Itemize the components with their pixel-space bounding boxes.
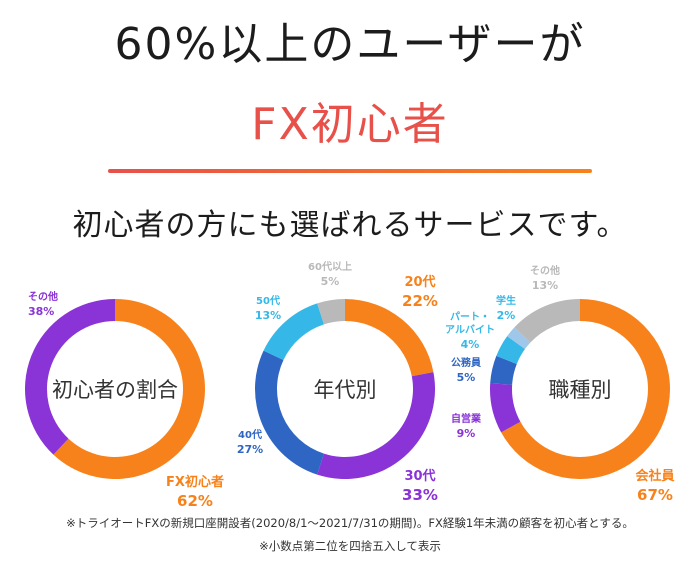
slice-value-label: 27% [237,443,263,456]
donut-slice [514,299,580,343]
donut-slice [317,299,345,325]
slice-value-label: 67% [637,486,673,504]
slice-label: 会社員 [635,468,674,484]
slice-value-label: 5% [457,371,476,384]
donut-slice [317,372,435,479]
slice-value-label: 5% [321,275,340,288]
donut-slice [490,355,517,385]
slice-value-label: 22% [402,292,438,310]
slice-value-label: 4% [461,338,480,351]
divider [108,169,592,173]
donut-slice [24,299,115,455]
slice-label: 40代 [238,428,262,441]
slice-value-label: 33% [402,486,438,504]
slice-value-label: 62% [177,492,213,510]
slice-label: 自営業 [451,412,482,425]
chart-title: 年代別 [314,378,377,402]
slice-label: 公務員 [451,356,481,369]
donut-slice [345,299,434,377]
footnote-1: ※トライオートFXの新規口座開設者(2020/8/1〜2021/7/31の期間)… [66,516,634,530]
donut-slice [496,336,525,364]
slice-value-label: 9% [457,427,476,440]
slice-label: 50代 [256,294,280,307]
donut-slice [254,350,324,475]
slice-value-label: 13% [255,309,281,322]
slice-value-label: 38% [28,305,54,318]
slice-label: 30代 [404,468,435,484]
slice-label: アルバイト [445,324,495,336]
slice-label: パート・ [450,311,490,323]
donut-slice [53,299,205,479]
highlight-text: FX初心者 [251,99,449,150]
headline: 60%以上のユーザーが [114,19,586,70]
donut-chart-2: 年代別 20代 22% 30代 33% 40代 27% 50代 13% 60代以上 5% [237,260,438,504]
subheadline: 初心者の方にも選ばれるサービスです。 [72,208,628,243]
donut-chart-1: 初心者の割合 FX初心者 62% その他 38% [24,290,224,510]
slice-label: 60代以上 [308,260,352,273]
slice-label: その他 [28,290,58,303]
donut-slice [490,383,521,433]
chart-title: 初心者の割合 [52,378,178,402]
donut-slice [507,327,531,350]
slice-label: その他 [530,264,560,277]
slice-label: FX初心者 [166,474,224,490]
footnote-2: ※小数点第二位を四捨五入して表示 [259,539,441,553]
slice-value-label: 13% [532,279,558,292]
slice-value-label: 2% [497,309,516,322]
slice-label: 学生 [496,294,516,307]
pie-charts: 初心者の割合 FX初心者 62% その他 38% 年代別 20代 22% 30代 33% 40代 27… [24,260,675,510]
slice-label: 20代 [404,274,435,290]
chart-title: 職種別 [549,378,612,402]
donut-slice [263,303,324,361]
